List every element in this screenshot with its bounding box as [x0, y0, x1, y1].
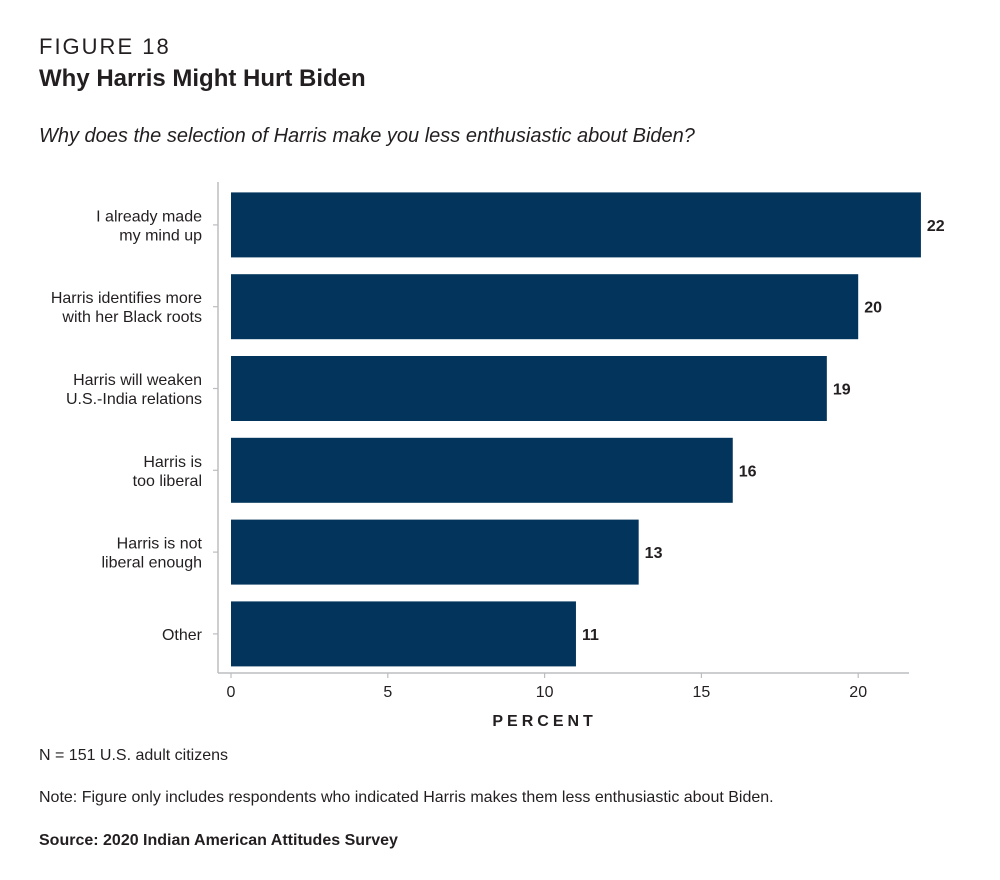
category-label: Harris identifies more	[51, 290, 202, 307]
bars-layer: 22 20 19 16 13 11	[231, 192, 945, 667]
x-tick-label: 15	[693, 684, 711, 701]
bar-chart: 22 20 19 16 13 11 0 5 10 15 20 PERCENT I already ma…	[51, 182, 945, 730]
bar	[231, 519, 639, 585]
category-label: Harris is	[143, 454, 202, 471]
bar-value-label: 11	[582, 627, 599, 644]
bar	[231, 437, 733, 503]
category-label: with her Black roots	[61, 309, 202, 326]
bar-value-label: 16	[739, 463, 757, 480]
source-note: Source: 2020 Indian American Attitudes S…	[39, 832, 398, 849]
bar-value-label: 22	[927, 218, 945, 235]
bar	[231, 274, 859, 340]
x-axis-title: PERCENT	[492, 713, 596, 730]
category-label: too liberal	[133, 473, 202, 490]
figure-label: FIGURE 18	[39, 34, 171, 59]
axis-layer: 0 5 10 15 20 PERCENT I already made my mind up H…	[51, 182, 909, 730]
x-tick-label: 20	[849, 684, 867, 701]
category-label: I already made	[96, 208, 202, 225]
category-label: my mind up	[119, 227, 202, 244]
bar-value-label: 13	[645, 545, 663, 562]
bar	[231, 356, 827, 421]
bar-value-label: 20	[864, 300, 882, 317]
bar	[231, 192, 921, 258]
category-label: U.S.-India relations	[66, 391, 202, 408]
chart-title: Why Harris Might Hurt Biden	[39, 65, 366, 92]
x-tick-label: 10	[536, 684, 554, 701]
sample-size-note: N = 151 U.S. adult citizens	[39, 747, 228, 764]
bar-value-label: 19	[833, 382, 851, 399]
category-label: liberal enough	[101, 555, 202, 572]
x-tick-label: 0	[227, 684, 236, 701]
category-label: Harris is not	[117, 536, 203, 553]
category-label: Other	[162, 627, 203, 644]
chart-subtitle: Why does the selection of Harris make yo…	[39, 125, 695, 147]
x-tick-label: 5	[383, 684, 392, 701]
bar	[231, 601, 576, 667]
category-label: Harris will weaken	[73, 372, 202, 389]
footnote: Note: Figure only includes respondents w…	[39, 789, 774, 806]
